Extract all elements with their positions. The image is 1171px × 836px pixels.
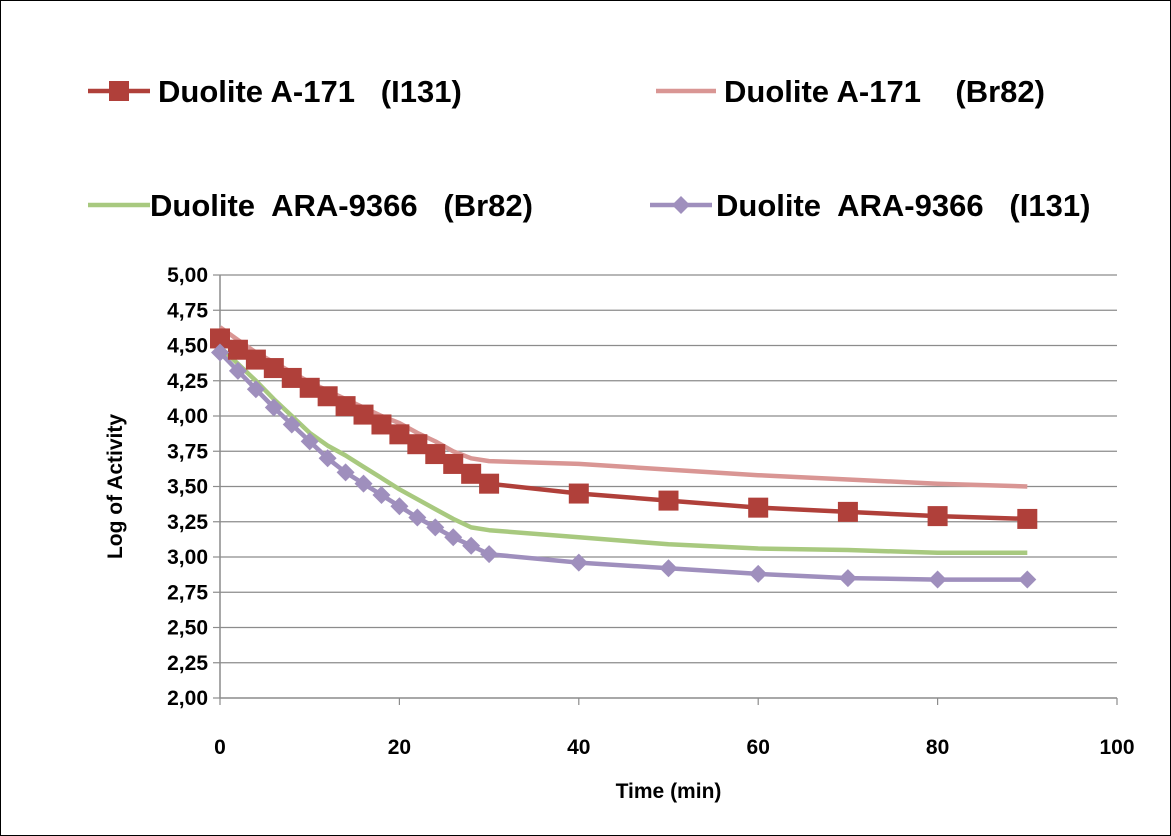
- data-point-diamond: [408, 508, 427, 527]
- data-point-square: [317, 386, 338, 407]
- data-point-square: [407, 434, 428, 455]
- data-point-diamond: [246, 380, 265, 399]
- data-point-square: [371, 414, 392, 435]
- y-tick-labels: 2,00 2,25 2,50 2,75 3,00 3,25 3,50 3,75 4,00 4,25…: [167, 264, 208, 710]
- data-point-diamond: [928, 570, 947, 589]
- x-tick-label: 80: [926, 736, 949, 759]
- data-point-diamond: [749, 564, 768, 583]
- series-lines: [218, 325, 1028, 582]
- data-point-diamond: [480, 545, 499, 564]
- y-tick-label: 4,25: [167, 370, 208, 393]
- data-point-square: [748, 497, 769, 518]
- y-tick-label: 5,00: [167, 264, 208, 287]
- data-point-diamond: [672, 196, 690, 214]
- data-point-diamond: [300, 432, 319, 451]
- data-point-diamond: [444, 528, 463, 547]
- data-point-diamond: [282, 415, 301, 434]
- series-line-3: [218, 350, 1028, 582]
- legend-entry-ara9366-br82: Duolite ARA-9366 (Br82): [88, 188, 533, 223]
- x-tick-label: 0: [214, 736, 226, 759]
- data-point-diamond: [838, 569, 857, 588]
- series-markers: [210, 328, 1038, 589]
- data-point-square: [461, 463, 482, 484]
- legend: Duolite A-171 (I131) Duolite A-171 (Br82…: [88, 74, 1090, 223]
- data-point-square: [389, 424, 410, 445]
- data-point-square: [299, 377, 320, 398]
- data-point-diamond: [318, 449, 337, 468]
- legend-label-a171-br82: Duolite A-171 (Br82): [724, 74, 1045, 109]
- gridlines: [213, 274, 1118, 705]
- x-tick-labels: 0 20 40 60 80 100: [214, 736, 1134, 759]
- data-point-diamond: [426, 518, 445, 537]
- y-tick-label: 2,00: [167, 687, 208, 710]
- data-point-square: [281, 367, 302, 388]
- y-tick-label: 2,25: [167, 652, 208, 675]
- y-tick-label: 4,50: [167, 335, 208, 358]
- data-point-square: [443, 453, 464, 474]
- data-point-square: [109, 81, 129, 101]
- y-tick-label: 2,75: [167, 581, 208, 604]
- data-point-diamond: [462, 536, 481, 555]
- x-tick-label: 100: [1099, 736, 1134, 759]
- y-tick-label: 3,75: [167, 440, 208, 463]
- data-point-diamond: [659, 559, 678, 578]
- legend-entry-ara9366-i131: Duolite ARA-9366 (I131): [650, 188, 1090, 223]
- data-point-diamond: [211, 343, 229, 362]
- data-point-square: [353, 404, 374, 425]
- y-tick-label: 4,00: [167, 405, 208, 428]
- x-tick-label: 40: [567, 736, 590, 759]
- y-tick-label: 3,25: [167, 511, 208, 534]
- legend-label-a171-i131: Duolite A-171 (I131): [158, 74, 462, 109]
- data-point-square: [479, 473, 500, 494]
- data-point-diamond: [264, 398, 283, 417]
- data-point-square: [263, 358, 284, 379]
- data-point-square: [245, 349, 266, 370]
- x-axis-title: Time (min): [616, 780, 722, 803]
- y-tick-label: 2,50: [167, 617, 208, 640]
- y-axis-title: Log of Activity: [104, 414, 127, 559]
- y-tick-label: 4,75: [167, 299, 208, 322]
- data-point-square: [1017, 508, 1038, 529]
- x-tick-label: 60: [747, 736, 770, 759]
- data-point-diamond: [228, 361, 247, 380]
- legend-label-ara9366-i131: Duolite ARA-9366 (I131): [716, 188, 1090, 223]
- y-tick-label: 3,00: [167, 546, 208, 569]
- data-point-square: [658, 490, 679, 511]
- data-point-square: [568, 483, 589, 504]
- data-point-square: [227, 339, 248, 360]
- data-point-diamond: [336, 463, 355, 482]
- data-point-diamond: [354, 474, 373, 493]
- x-tick-label: 20: [388, 736, 411, 759]
- data-point-square: [927, 506, 948, 527]
- data-point-diamond: [372, 485, 391, 504]
- data-point-diamond: [569, 553, 588, 572]
- data-point-diamond: [1018, 570, 1037, 589]
- legend-label-ara9366-br82: Duolite ARA-9366 (Br82): [150, 188, 533, 223]
- legend-entry-a171-br82: Duolite A-171 (Br82): [656, 74, 1045, 109]
- data-point-square: [335, 396, 356, 417]
- data-point-square: [837, 501, 858, 522]
- data-point-square: [425, 444, 446, 465]
- data-point-diamond: [390, 497, 409, 516]
- y-tick-label: 3,50: [167, 476, 208, 499]
- data-point-square: [210, 328, 230, 349]
- series-line-0: [218, 336, 1028, 522]
- legend-entry-a171-i131: Duolite A-171 (I131): [88, 74, 462, 109]
